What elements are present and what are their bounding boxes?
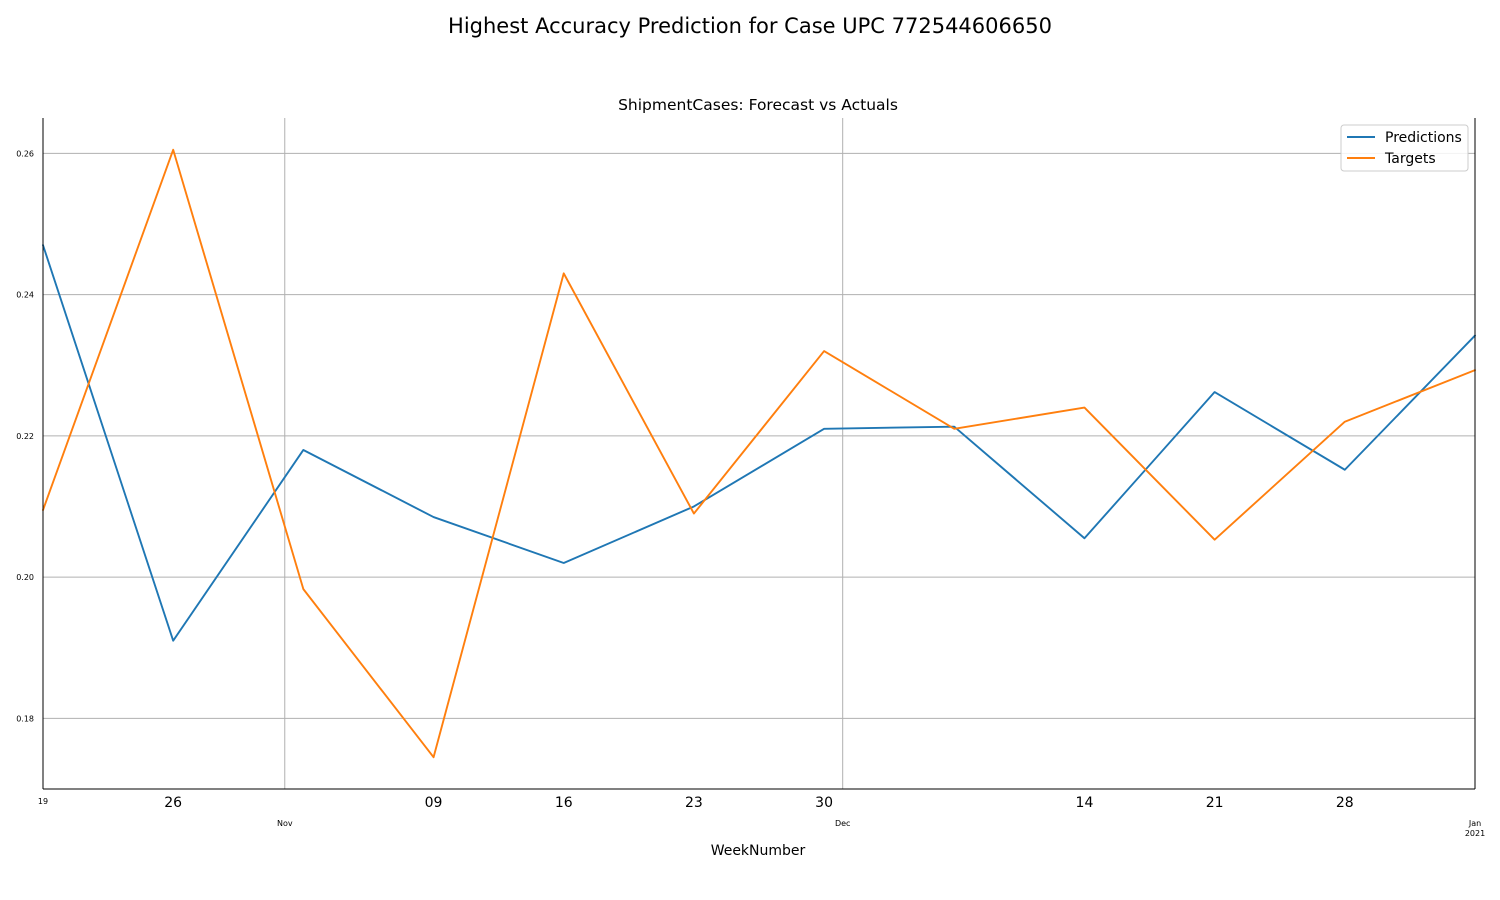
chart-title: ShipmentCases: Forecast vs Actuals (618, 96, 898, 114)
x-axis-label: WeekNumber (711, 843, 806, 859)
x-tick-label: 09 (425, 795, 443, 811)
x-tick-label: 14 (1076, 795, 1094, 811)
x-minor-tick-label: Dec (835, 819, 850, 828)
y-tick-label: 0.22 (16, 432, 34, 441)
series-predictions (42, 244, 1476, 642)
x-minor-tick-label: Jan (1468, 819, 1481, 828)
x-tick-label: 28 (1336, 795, 1354, 811)
series-line-predictions (42, 244, 1476, 642)
y-tick-label: 0.20 (16, 573, 34, 582)
y-tick-label: 0.26 (16, 149, 34, 158)
x-minor-tick-label: 2021 (1465, 829, 1485, 838)
series-targets (42, 148, 1476, 759)
x-tick-label: 16 (555, 795, 573, 811)
legend-entry: Targets (1384, 151, 1436, 167)
x-tick-label: 21 (1206, 795, 1224, 811)
legend: Predictions Targets (1340, 124, 1469, 172)
axes (42, 118, 1476, 790)
grid (43, 118, 1475, 789)
series-line-targets (42, 148, 1476, 759)
x-minor-tick-label: 19 (38, 797, 48, 806)
series-layer (42, 148, 1476, 759)
x-tick-label: 23 (685, 795, 703, 811)
y-ticks: 0.18 0.20 0.22 0.24 0.26 (16, 149, 34, 723)
x-minor-tick-label: Nov (277, 819, 293, 828)
x-tick-label: 30 (815, 795, 833, 811)
y-tick-label: 0.24 (16, 291, 34, 300)
figure-title: Highest Accuracy Prediction for Case UPC… (448, 14, 1052, 38)
x-tick-label: 26 (164, 795, 182, 811)
y-tick-label: 0.18 (16, 714, 34, 723)
legend-entry: Predictions (1385, 130, 1462, 146)
